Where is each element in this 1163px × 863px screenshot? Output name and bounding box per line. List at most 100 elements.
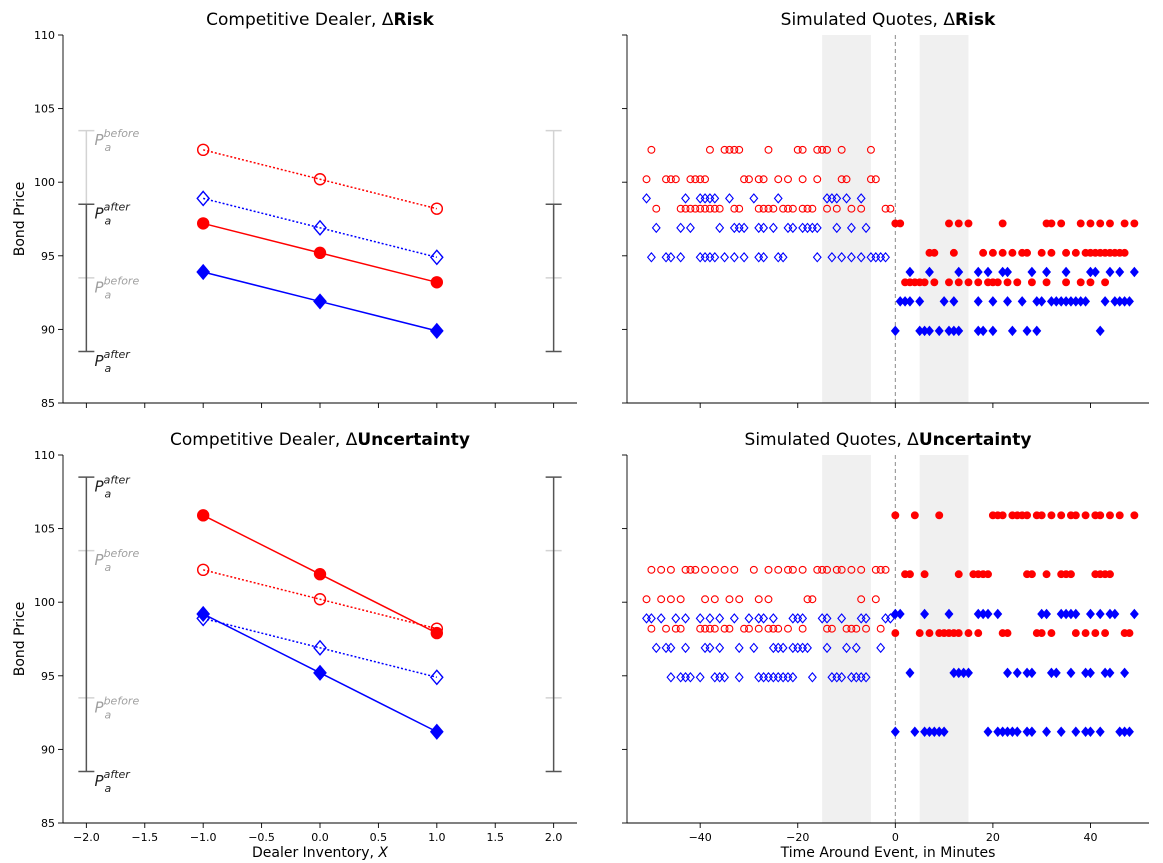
data-point (822, 613, 832, 624)
y-axis-label: Bond Price (12, 602, 28, 677)
data-point (837, 175, 846, 184)
data-point (1047, 248, 1056, 257)
data-point (827, 624, 836, 633)
data-point (998, 219, 1007, 228)
data-point (954, 570, 963, 579)
data-point (666, 642, 676, 654)
data-point (793, 642, 803, 654)
data-point (1120, 248, 1129, 257)
data-point (1017, 296, 1027, 307)
data-point (1051, 667, 1061, 679)
data-point (1062, 278, 1071, 287)
data-point (740, 624, 749, 633)
data-point (974, 278, 983, 287)
x-tick-label: −0.5 (248, 831, 275, 844)
data-point (798, 565, 807, 574)
data-point (1023, 511, 1031, 520)
data-point (720, 252, 730, 263)
price-annotation-sub: a (105, 362, 112, 375)
data-point (676, 252, 686, 263)
data-point (710, 204, 719, 213)
data-point (430, 626, 444, 640)
data-point (803, 642, 812, 654)
data-point (769, 204, 778, 213)
x-tick-label: −2.0 (73, 831, 100, 844)
data-point (701, 624, 710, 633)
x-tick-label: 0.5 (370, 831, 388, 844)
data-point (1086, 219, 1095, 228)
data-point (1023, 248, 1031, 257)
data-point (1061, 266, 1071, 278)
data-point (720, 672, 730, 683)
data-point (646, 252, 656, 263)
series-11 (890, 325, 1105, 337)
panel-top-right: Simulated Quotes, ΔRisk (622, 10, 1149, 408)
data-point (993, 608, 1003, 620)
data-point (1066, 667, 1076, 679)
data-point (764, 204, 773, 213)
data-point (837, 565, 846, 574)
data-point (744, 613, 754, 624)
data-point (1101, 278, 1110, 287)
data-point (701, 175, 710, 184)
data-point (710, 565, 719, 574)
data-point (857, 595, 866, 604)
data-point (856, 193, 866, 204)
data-point (964, 278, 973, 287)
price-annotation-base: P (95, 278, 105, 296)
data-point (691, 175, 700, 184)
series-0 (647, 565, 890, 574)
data-point (764, 672, 773, 683)
data-point (662, 624, 670, 633)
y-tick-label: 105 (34, 523, 55, 536)
price-annotation-base: P (95, 551, 105, 569)
series-2 (196, 509, 444, 640)
data-point (695, 613, 705, 624)
series-2 (647, 624, 885, 633)
series-7 (901, 570, 1114, 579)
data-point (861, 613, 871, 624)
price-annotation-sub: a (105, 288, 112, 301)
data-point (905, 266, 915, 278)
price-annotation-base: P (95, 477, 105, 495)
data-point (1125, 629, 1134, 638)
data-point (647, 565, 656, 574)
data-point (313, 173, 327, 186)
chart-title-prefix: Competitive Dealer, Δ (170, 430, 358, 450)
data-point (871, 175, 880, 184)
series-7 (925, 248, 1129, 257)
x-tick-label: −1.5 (131, 831, 158, 844)
data-point (1115, 511, 1124, 520)
data-point (685, 672, 695, 683)
data-point (700, 193, 710, 204)
data-point (754, 595, 763, 604)
data-point (695, 252, 705, 263)
chart-title: Simulated Quotes, ΔRisk (781, 10, 996, 30)
data-point (666, 672, 676, 683)
data-point (778, 672, 788, 683)
data-point (823, 145, 831, 154)
data-point (954, 278, 963, 287)
data-point (842, 642, 851, 654)
data-point (701, 565, 710, 574)
data-point (813, 175, 822, 184)
data-point (1090, 266, 1100, 278)
data-point (773, 642, 783, 654)
data-point (866, 145, 875, 154)
data-point (196, 605, 211, 623)
data-point (735, 595, 744, 604)
data-point (676, 222, 686, 234)
data-point (837, 145, 846, 154)
data-point (1013, 278, 1022, 287)
series-1 (196, 190, 444, 266)
data-point (871, 565, 880, 574)
data-point (896, 219, 905, 228)
data-point (881, 565, 890, 574)
data-point (764, 565, 773, 574)
data-point (1106, 511, 1114, 520)
x-tick-label: 0 (892, 831, 899, 844)
price-annotation-sub: a (105, 782, 112, 795)
data-point (812, 222, 822, 234)
price-annotation: Pbefore a (95, 547, 140, 574)
data-point (871, 595, 880, 604)
